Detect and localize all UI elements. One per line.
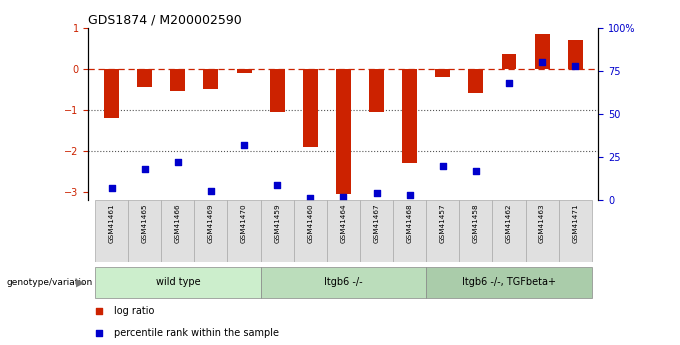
Text: GSM41461: GSM41461: [109, 204, 115, 244]
Bar: [171, 69, 185, 91]
Text: percentile rank within the sample: percentile rank within the sample: [114, 328, 279, 338]
Point: [404, 192, 415, 198]
Text: GSM41459: GSM41459: [274, 204, 280, 244]
Bar: [260, 200, 294, 262]
Bar: [237, 69, 252, 73]
Point: [205, 189, 216, 194]
Text: GSM41465: GSM41465: [141, 204, 148, 244]
Text: genotype/variation: genotype/variation: [7, 278, 93, 287]
Text: GSM41464: GSM41464: [341, 204, 346, 244]
Point: [437, 163, 448, 168]
Point: [537, 59, 547, 65]
Bar: [270, 69, 285, 112]
Text: GSM41463: GSM41463: [539, 204, 545, 244]
Text: GSM41457: GSM41457: [440, 204, 446, 244]
Bar: [369, 69, 384, 112]
Bar: [294, 200, 327, 262]
Bar: [534, 34, 549, 69]
Bar: [128, 200, 161, 262]
Text: log ratio: log ratio: [114, 306, 154, 315]
Bar: [459, 200, 492, 262]
Text: GSM41470: GSM41470: [241, 204, 247, 244]
Text: GSM41469: GSM41469: [208, 204, 214, 244]
Bar: [502, 54, 516, 69]
Point: [504, 80, 515, 86]
Bar: [104, 69, 119, 118]
Bar: [526, 200, 559, 262]
Text: GSM41458: GSM41458: [473, 204, 479, 244]
Point: [371, 190, 382, 196]
Text: GSM41468: GSM41468: [407, 204, 413, 244]
Bar: [492, 200, 526, 262]
Text: GSM41460: GSM41460: [307, 204, 313, 244]
Bar: [137, 69, 152, 87]
Text: Itgb6 -/-, TGFbeta+: Itgb6 -/-, TGFbeta+: [462, 277, 556, 287]
Text: Itgb6 -/-: Itgb6 -/-: [324, 277, 362, 287]
Point: [272, 182, 283, 187]
Bar: [393, 200, 426, 262]
Point: [106, 185, 117, 191]
Bar: [95, 200, 128, 262]
Point: [570, 63, 581, 68]
Point: [430, 243, 441, 248]
Text: GSM41466: GSM41466: [175, 204, 181, 244]
Bar: [95, 267, 260, 298]
Point: [338, 194, 349, 199]
Text: GSM41471: GSM41471: [572, 204, 578, 244]
Bar: [303, 69, 318, 147]
Bar: [435, 69, 450, 77]
Bar: [402, 69, 417, 163]
Bar: [559, 200, 592, 262]
Bar: [327, 200, 360, 262]
Point: [172, 159, 183, 165]
Bar: [260, 267, 426, 298]
Bar: [426, 200, 459, 262]
Bar: [194, 200, 228, 262]
Bar: [228, 200, 260, 262]
Bar: [568, 40, 583, 69]
Point: [305, 196, 316, 201]
Point: [239, 142, 250, 148]
Point: [430, 36, 441, 41]
Bar: [203, 69, 218, 89]
Text: GDS1874 / M200002590: GDS1874 / M200002590: [88, 13, 242, 27]
Bar: [336, 69, 351, 194]
Point: [471, 168, 481, 174]
Text: ▶: ▶: [76, 277, 84, 287]
Bar: [469, 69, 483, 93]
Bar: [360, 200, 393, 262]
Bar: [161, 200, 194, 262]
Text: wild type: wild type: [156, 277, 200, 287]
Text: GSM41462: GSM41462: [506, 204, 512, 244]
Point: [139, 166, 150, 172]
Text: GSM41467: GSM41467: [373, 204, 379, 244]
Bar: [426, 267, 592, 298]
